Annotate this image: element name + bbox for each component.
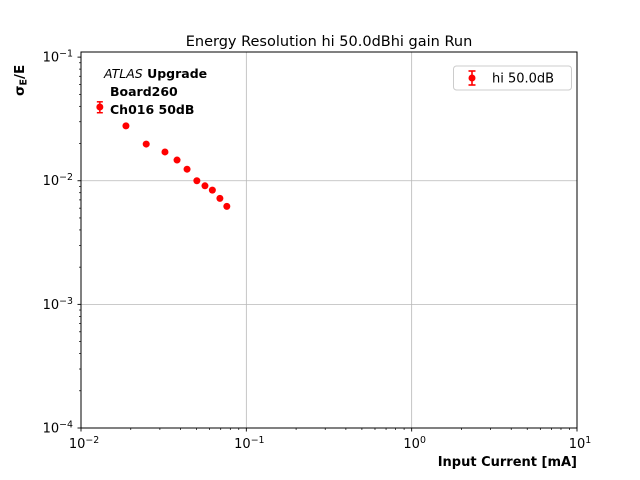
data-point — [122, 122, 130, 130]
y-tick-label: 10−2 — [43, 172, 73, 189]
legend: hi 50.0dB — [453, 65, 572, 91]
data-series — [96, 101, 231, 210]
x-tick-label: 10−2 — [69, 435, 99, 452]
data-point — [208, 186, 216, 194]
y-tick-label: 10−4 — [43, 420, 73, 437]
data-point — [173, 156, 181, 164]
data-point — [193, 177, 201, 185]
y-axis-label: σE/E — [12, 65, 30, 96]
axes-spines — [80, 51, 578, 429]
legend-label: hi 50.0dB — [492, 72, 554, 87]
data-point — [223, 202, 231, 210]
data-point — [96, 103, 104, 111]
data-point — [142, 140, 150, 148]
y-tick-label: 10−3 — [43, 296, 73, 313]
legend-box — [453, 65, 572, 91]
legend-marker — [468, 74, 476, 82]
data-point — [161, 148, 169, 156]
data-point — [183, 165, 191, 173]
x-tick-label: 101 — [569, 435, 592, 452]
annotation-line-3: Ch016 50dB — [110, 102, 194, 117]
chart-title: Energy Resolution hi 50.0dBhi gain Run — [186, 34, 473, 50]
y-tick-label: 10−1 — [43, 49, 73, 66]
x-axis-label: Input Current [mA] — [438, 455, 577, 470]
data-point — [201, 182, 209, 190]
annotation-line-1: ATLAS Upgrade — [103, 66, 207, 81]
annotation-line-2: Board260 — [110, 84, 178, 99]
x-tick-label: 10−1 — [234, 435, 264, 452]
annotation-block: ATLAS Upgrade Board260 Ch016 50dB — [103, 66, 207, 117]
x-tick-label: 100 — [403, 435, 426, 452]
data-point — [216, 194, 224, 202]
